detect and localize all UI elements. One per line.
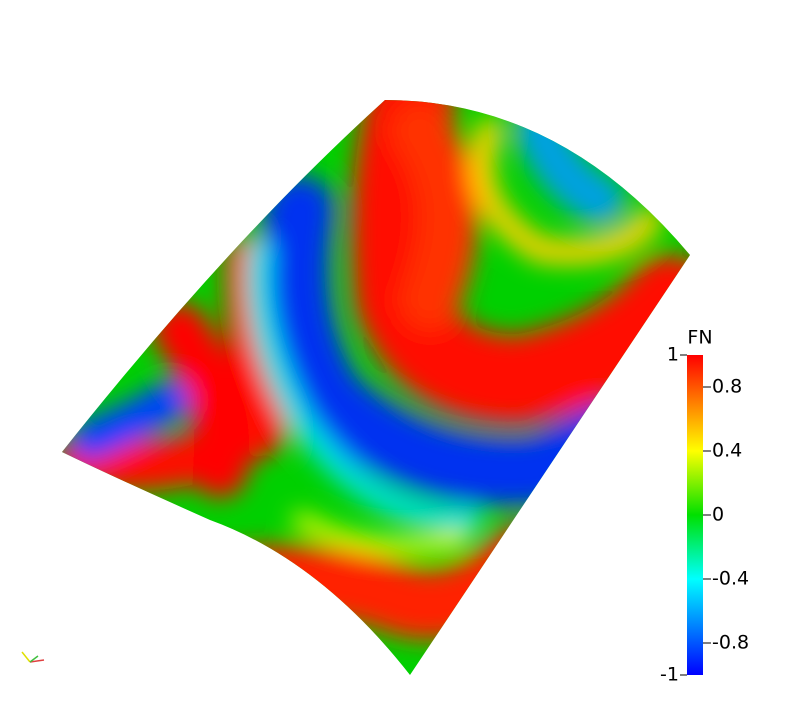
- tick-label: -0.8: [712, 632, 749, 654]
- tick-label: 0.4: [712, 440, 742, 462]
- color-bar-title: FN: [687, 327, 712, 349]
- tick-label: 0.8: [712, 376, 742, 398]
- surface: [62, 100, 690, 675]
- range-label: -1: [660, 664, 679, 686]
- color-bar: [687, 355, 703, 675]
- tick-label: -0.4: [712, 568, 749, 590]
- range-label: 1: [667, 344, 679, 366]
- tick-label: 0: [712, 504, 724, 526]
- orientation-axes: [21, 651, 45, 663]
